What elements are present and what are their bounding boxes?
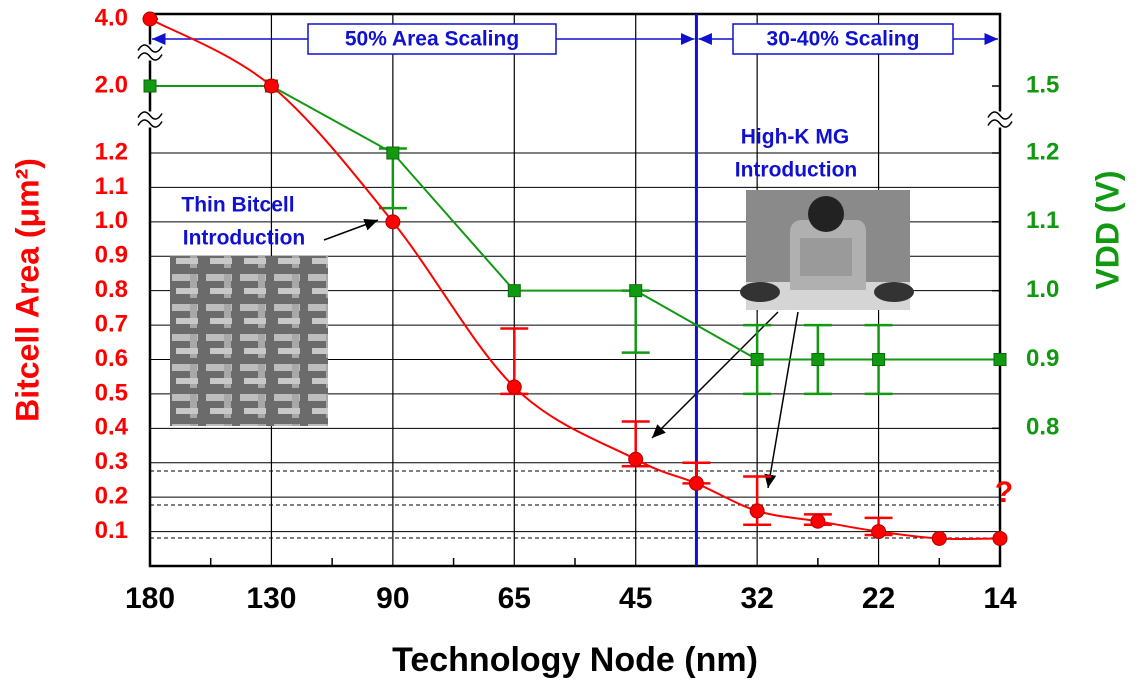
y2-tick-label: 1.1: [1026, 207, 1059, 234]
data-point: [689, 476, 703, 490]
y-tick-label: 0.2: [95, 483, 128, 510]
x-tick-label: 90: [376, 582, 409, 615]
annotation-arrow: [652, 312, 778, 438]
data-point: [507, 380, 521, 394]
annotation-arrow: [324, 220, 378, 240]
annotation: ?: [995, 476, 1013, 509]
y-tick-label: 0.6: [95, 345, 128, 372]
y-tick-label: 1.0: [95, 207, 128, 234]
data-point: [508, 285, 520, 297]
data-point: [873, 354, 885, 366]
annotation: High-K MG: [741, 126, 849, 149]
annotation: 30-40% Scaling: [767, 28, 920, 51]
annotation: 50% Area Scaling: [345, 28, 519, 51]
y-tick-label: 0.1: [95, 517, 128, 544]
data-point: [811, 514, 825, 528]
y-tick-label: 0.3: [95, 448, 128, 475]
data-point: [144, 80, 156, 92]
sem-image-bitcell: [170, 256, 328, 426]
x-tick-label: 65: [498, 582, 531, 615]
y-tick-label: 0.4: [95, 414, 129, 441]
y-tick-label: 1.2: [95, 138, 128, 165]
data-point: [993, 531, 1007, 545]
annotation-arrow: [768, 312, 798, 488]
data-point: [750, 504, 764, 518]
y-axis-title: Bitcell Area (μm²): [9, 158, 45, 422]
y-tick-label: 4.0: [95, 4, 128, 31]
data-point: [264, 79, 278, 93]
y-tick-label: 0.9: [95, 242, 128, 269]
error-bar: [622, 291, 650, 353]
annotation: Introduction: [183, 227, 305, 250]
y2-axis-title: VDD (V): [1089, 170, 1125, 289]
x-axis-title: Technology Node (nm): [392, 641, 758, 679]
data-point: [630, 285, 642, 297]
x-tick-label: 130: [246, 582, 296, 615]
y-tick-label: 0.8: [95, 276, 128, 303]
y-tick-label: 2.0: [95, 71, 128, 98]
data-point: [386, 215, 400, 229]
data-point: [751, 354, 763, 366]
y-tick-label: 0.5: [95, 379, 128, 406]
data-point: [629, 452, 643, 466]
annotation: Introduction: [735, 159, 857, 182]
x-tick-label: 14: [983, 582, 1017, 615]
y-tick-label: 1.1: [95, 173, 128, 200]
data-point: [932, 531, 946, 545]
data-point: [387, 147, 399, 159]
x-tick-label: 180: [125, 582, 175, 615]
data-point: [812, 354, 824, 366]
data-point: [872, 525, 886, 539]
data-point: [994, 354, 1006, 366]
x-tick-label: 22: [862, 582, 895, 615]
y2-tick-label: 1.2: [1026, 138, 1059, 165]
annotation: Thin Bitcell: [181, 194, 294, 217]
y2-tick-label: 1.0: [1026, 276, 1059, 303]
y2-tick-label: 0.9: [1026, 345, 1059, 372]
x-tick-label: 45: [619, 582, 652, 615]
data-point: [143, 12, 157, 26]
sem-image-hkmg: [740, 190, 914, 310]
y2-tick-label: 1.5: [1026, 71, 1059, 98]
y-tick-label: 0.7: [95, 310, 128, 337]
y2-tick-label: 0.8: [1026, 414, 1059, 441]
chart: Technology Node (nm) Bitcell Area (μm²) …: [0, 0, 1138, 681]
x-tick-label: 32: [740, 582, 773, 615]
